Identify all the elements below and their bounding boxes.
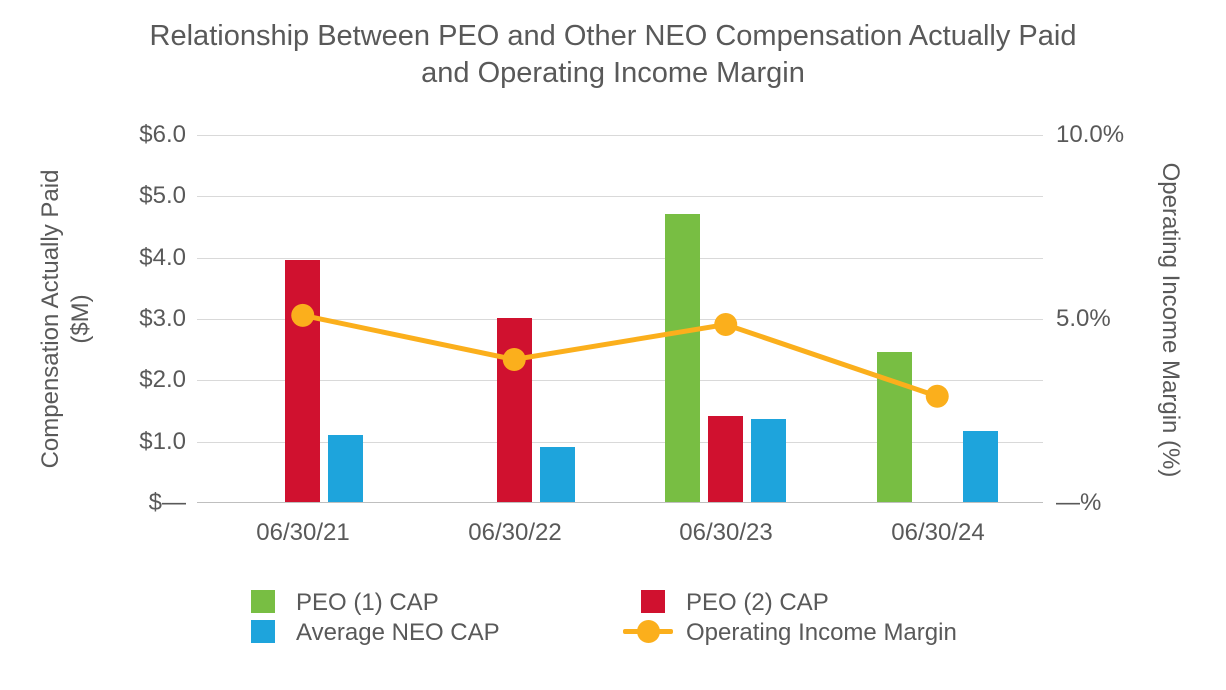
chart-title: Relationship Between PEO and Other NEO C… [0, 18, 1226, 92]
gridline-2 [197, 380, 1043, 381]
x-axis-line [197, 502, 1043, 503]
line-marker-06-30-21-icon [291, 303, 315, 327]
bar-average-neo-cap-06-30-22 [539, 446, 575, 502]
bar-peo-2-cap-06-30-23 [708, 416, 744, 502]
legend-swatch-peo2-icon [641, 590, 665, 613]
chart-title-line1: Relationship Between PEO and Other NEO C… [149, 20, 1077, 52]
left-axis-tick-0: $— [148, 489, 186, 516]
legend-swatch-neo-icon [251, 620, 275, 643]
gridline-1 [197, 442, 1043, 443]
left-axis-title-line1: Compensation Actually Paid [37, 169, 64, 469]
gridline-6 [197, 135, 1043, 136]
legend-circle-marker-icon [637, 620, 660, 643]
x-axis-label-4: 06/30/24 [891, 519, 985, 546]
line-marker-06-30-24-icon [925, 384, 949, 408]
left-axis-title-line2: ($M) [67, 294, 94, 344]
right-axis-tick-0: —% [1056, 489, 1102, 516]
chart-title-line2: and Operating Income Margin [421, 57, 805, 89]
bar-average-neo-cap-06-30-23 [751, 419, 787, 502]
left-axis-tick-6: $6.0 [139, 121, 186, 148]
right-axis-tick-5: 5.0% [1056, 305, 1111, 332]
line-marker-06-30-22-icon [502, 347, 526, 371]
gridline-4 [197, 258, 1043, 259]
bar-peo-2-cap-06-30-21 [285, 259, 321, 502]
bar-average-neo-cap-06-30-21 [328, 434, 364, 502]
legend-swatch-peo1-icon [251, 590, 275, 613]
left-axis-tick-1: $1.0 [139, 428, 186, 455]
x-axis-label-1: 06/30/21 [256, 519, 350, 546]
left-axis-tick-5: $5.0 [139, 182, 186, 209]
left-axis-tick-3: $3.0 [139, 305, 186, 332]
legend-label-oim: Operating Income Margin [686, 619, 957, 646]
x-axis-label-3: 06/30/23 [679, 519, 773, 546]
legend-label-neo: Average NEO CAP [296, 619, 500, 646]
x-axis-label-2: 06/30/22 [468, 519, 562, 546]
gridline-3 [197, 319, 1043, 320]
bar-peo-1-cap-06-30-23 [665, 213, 701, 502]
legend-label-peo1: PEO (1) CAP [296, 589, 439, 616]
legend-label-peo2: PEO (2) CAP [686, 589, 829, 616]
line-marker-06-30-23-icon [714, 313, 738, 337]
line-path [302, 312, 939, 399]
bar-average-neo-cap-06-30-24 [962, 431, 998, 502]
right-axis-tick-10: 10.0% [1056, 121, 1125, 148]
left-axis-tick-4: $4.0 [139, 244, 186, 271]
left-axis-tick-2: $2.0 [139, 366, 186, 393]
gridline-5 [197, 196, 1043, 197]
plot-area [197, 135, 1043, 503]
line-series-operating-income-margin [291, 303, 949, 408]
